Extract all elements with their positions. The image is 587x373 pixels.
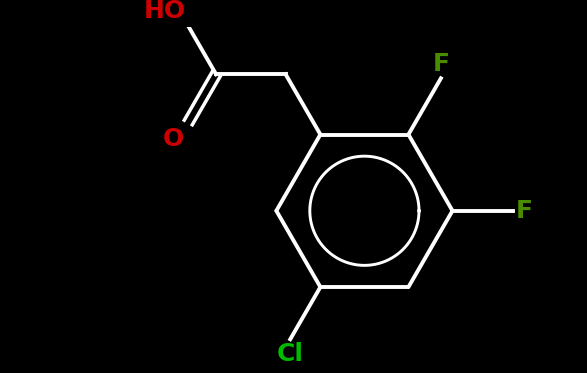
Text: F: F [433, 51, 450, 75]
Text: Cl: Cl [276, 342, 303, 366]
Text: O: O [163, 127, 184, 151]
Text: F: F [515, 199, 532, 223]
Text: HO: HO [143, 0, 185, 23]
